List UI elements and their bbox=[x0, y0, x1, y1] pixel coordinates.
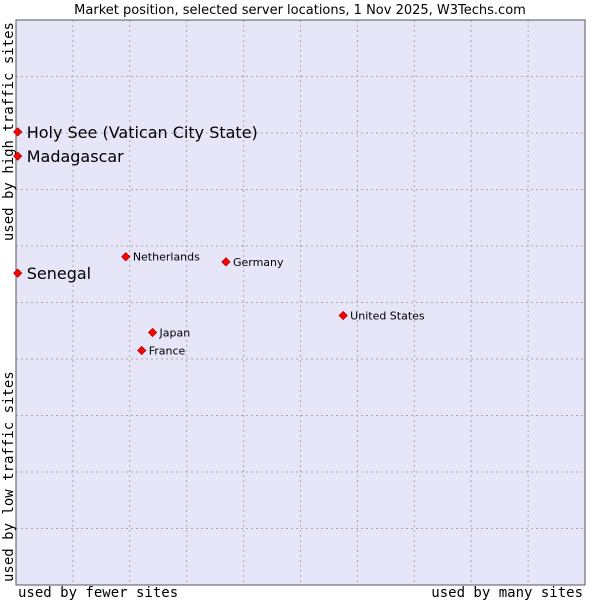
y-axis-label-top: used by high traffic sites bbox=[1, 22, 17, 241]
data-point-senegal: Senegal bbox=[13, 264, 91, 283]
point-marker bbox=[338, 310, 348, 321]
point-label: Germany bbox=[233, 256, 284, 269]
point-marker bbox=[137, 345, 147, 356]
point-marker bbox=[13, 268, 23, 278]
x-axis-label-right: used by many sites bbox=[431, 585, 583, 600]
data-point-united-states: United States bbox=[338, 309, 425, 322]
point-label: Netherlands bbox=[133, 251, 200, 264]
point-label: Holy See (Vatican City State) bbox=[27, 123, 258, 142]
data-point-netherlands: Netherlands bbox=[121, 251, 200, 264]
y-axis-label-bottom: used by low traffic sites bbox=[1, 371, 17, 582]
data-points: Holy See (Vatican City State) Madagascar S… bbox=[13, 123, 425, 358]
grid-lines bbox=[16, 20, 585, 585]
data-point-france: France bbox=[137, 345, 186, 358]
data-point-japan: Japan bbox=[147, 326, 191, 339]
point-label: United States bbox=[350, 309, 425, 322]
data-point-holy-see-vatican-city-state: Holy See (Vatican City State) bbox=[13, 123, 258, 142]
data-point-madagascar: Madagascar bbox=[13, 147, 124, 166]
point-label: Japan bbox=[159, 326, 191, 339]
plot-border bbox=[15, 19, 586, 586]
point-label: Madagascar bbox=[27, 147, 124, 166]
point-marker bbox=[13, 151, 23, 161]
x-axis-label-left: used by fewer sites bbox=[18, 585, 178, 600]
point-marker bbox=[121, 252, 131, 262]
point-label: France bbox=[149, 345, 186, 358]
chart-title: Market position, selected server locatio… bbox=[74, 3, 526, 18]
point-marker bbox=[221, 257, 231, 267]
data-point-germany: Germany bbox=[221, 256, 284, 269]
point-label: Senegal bbox=[27, 264, 91, 283]
point-marker bbox=[147, 327, 158, 338]
point-marker bbox=[13, 127, 23, 137]
